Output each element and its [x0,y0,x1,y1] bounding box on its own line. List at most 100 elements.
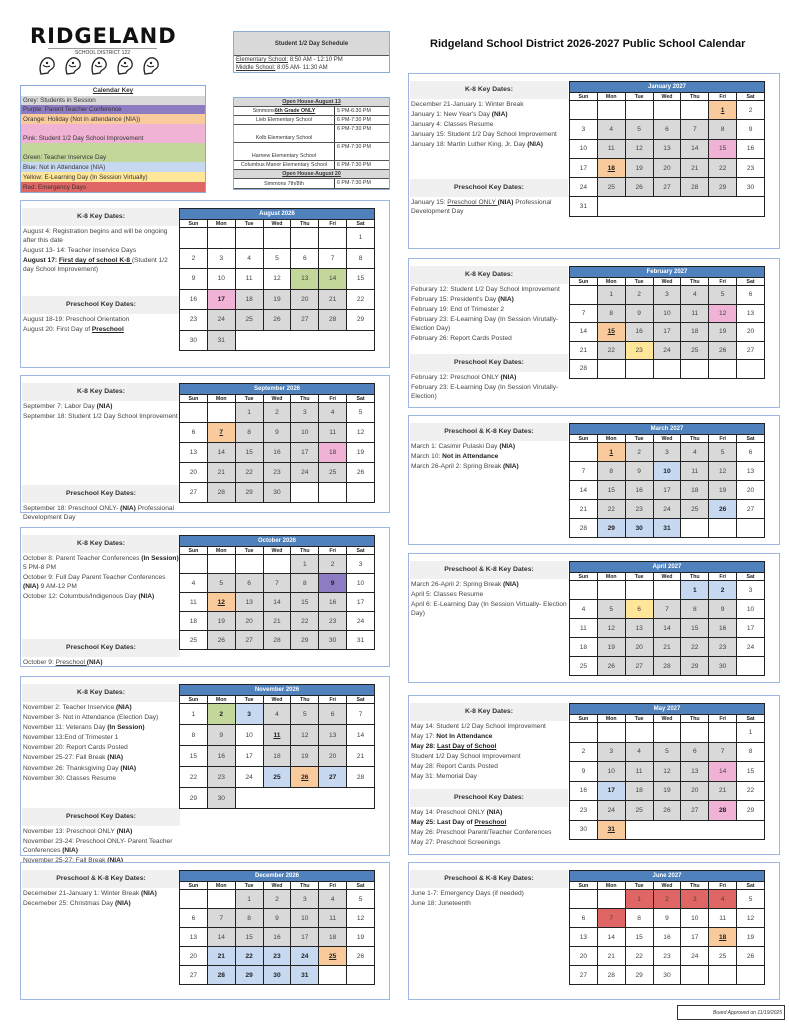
day-cell: 13 [234,592,264,612]
weekday-sun: Sun [179,881,208,890]
day-cell: 30 [262,965,292,985]
key-date-text: February 23: E-Learning Day (In Session … [411,384,559,401]
key-date-text: June 1-7: Emergency Days (if needed) [411,890,524,897]
school-name: Kolb Elementary School [255,135,313,141]
key-date-text: February 23: E-Learning Day (In Session … [411,316,559,333]
day-cell: 29 [234,482,264,503]
day-cell: 5 [290,703,320,725]
weekday-thu: Thu [290,881,320,890]
key-date-line: November 3- Not in Attendance (Election … [22,712,180,722]
key-date-text: January 15: [411,199,448,206]
day-cell: 26 [708,340,738,360]
weekday-fri: Fri [708,881,738,890]
month-calendar: February 2027 Sun Mon Tue Wed Thu Fri Sat 1 2 3 4 5 6… [569,266,765,379]
key-date-text: (NIA) [107,754,124,762]
empty-cell [652,99,682,121]
day-cell: 28 [569,359,598,379]
day-cell: 23 [624,499,654,519]
day-cell: 27 [569,965,598,985]
day-cell: 11 [708,908,738,928]
open-house-title: Open House-August 13 [234,98,389,107]
school-name: Lieb Elementary School [256,117,312,123]
month-calendar: September 2026 Sun Mon Tue Wed Thu Fri Sat 1 2 3 4 5… [179,383,375,503]
key-date-text: November 23-24: Preschool ONLY- Parent T… [23,838,173,855]
weekday-sat: Sat [736,572,765,581]
week-row: 11 12 13 14 15 16 17 [179,592,375,612]
day-cell: 8 [234,908,264,928]
day-cell: 19 [262,288,292,310]
week-row: 13 14 15 16 17 18 19 [569,927,765,947]
key-date-line: January 15: Student 1/2 Day School Impro… [410,129,568,139]
key-date-text: May 28: Report Cards Posted [411,763,498,771]
day-cell: 6 [179,908,208,928]
key-date-line: June 18: Juneteenth [410,898,568,908]
weekday-wed: Wed [262,695,292,704]
key-date-text: November 26: Thanksgiving Day [23,764,121,772]
day-cell: 22 [736,780,765,801]
day-cell: 19 [346,927,375,947]
weekday-sun: Sun [569,92,598,101]
key-date-text: November 13:End of Trimester 1 [23,734,119,742]
key-date-line: November 13:End of Trimester 1 [22,732,180,742]
week-row: 23 24 25 26 27 28 29 [569,800,765,821]
key-date-text: (NIA) [23,583,39,591]
school-name: Columbus Manor Elementary School [240,162,328,168]
day-cell: 16 [569,780,598,801]
day-cell: 23 [262,946,292,966]
day-cell: 23 [652,946,682,966]
key-date-line: January 15: Preschool ONLY (NIA) Profess… [410,197,568,216]
month-title: December 2026 [179,870,375,882]
week-row: 21 22 23 24 25 26 27 [569,340,765,360]
key-dates: Preschool & K-8 Key Dates: Decemeber 21-J… [22,870,180,908]
weekday-sun: Sun [569,881,598,890]
day-cell: 10 [596,761,626,782]
key-date-text: (NIA) [499,443,516,450]
day-cell: 22 [596,499,626,519]
week-row: 6 7 8 9 10 11 12 [569,908,765,928]
open-house-time: 6 PM-7:30 PM [337,126,371,132]
day-cell: 2 [179,247,208,269]
month-title: February 2027 [569,266,765,278]
key-date-text: October 9: Full Day Parent Teacher Confe… [23,574,166,582]
day-cell: 14 [206,442,236,463]
day-cell: 24 [652,499,682,519]
key-date-line: November 26: Thanksgiving Day (NIA) [22,763,180,773]
key-date-text: December 21-January 1: Winter Break [411,101,524,108]
day-cell: 1 [736,722,765,743]
key-dates-heading: Preschool & K-8 Key Dates: [410,561,568,579]
day-cell: 12 [708,303,738,323]
day-cell: 6 [624,599,654,619]
schedule-time: 8:50 AM - 12:10 PM [288,57,343,63]
day-cell: 9 [736,119,765,140]
weekday-thu: Thu [680,881,710,890]
day-cell: 13 [652,138,682,159]
weekday-sat: Sat [346,546,375,555]
day-cell: 15 [736,761,765,782]
month-panel: K-8 Key Dates: August 4: Registration beg… [20,200,390,368]
key-date-text: (NIA) [500,374,517,381]
open-house-school: Simmons 6th Grade ONLY [234,107,335,115]
day-cell: 5 [346,889,375,909]
week-row: 16 17 18 19 20 21 22 [569,780,765,801]
week-row: 10 11 12 13 14 15 16 [569,138,765,159]
empty-cell [179,227,208,249]
key-date-text: Last Day of School [437,743,497,751]
key-date-text: (NIA) [502,581,519,588]
key-date-text: (NIA) [141,890,157,897]
week-row: 20 21 22 23 24 25 26 [179,462,375,483]
weekday-thu: Thu [680,572,710,581]
key-date-text: May 26: Preschool Parent/Teacher Confere… [411,829,552,837]
day-cell: 30 [262,482,292,503]
day-cell: 25 [318,946,348,966]
key-date-text: (NIA) [115,704,132,711]
key-dates: Preschool & K-8 Key Dates: June 1-7: Emer… [410,870,568,908]
open-house-school: Kolb Elementary School [234,125,335,142]
key-dates-heading: Preschool Key Dates: [410,179,568,197]
open-house-time: 6 PM-7:30 PM [337,117,371,123]
weekday-fri: Fri [318,546,348,555]
day-cell: 14 [262,592,292,612]
key-date-line: May 14: Student 1/2 Day School Improveme… [410,721,568,731]
day-cell: 28 [318,309,348,331]
